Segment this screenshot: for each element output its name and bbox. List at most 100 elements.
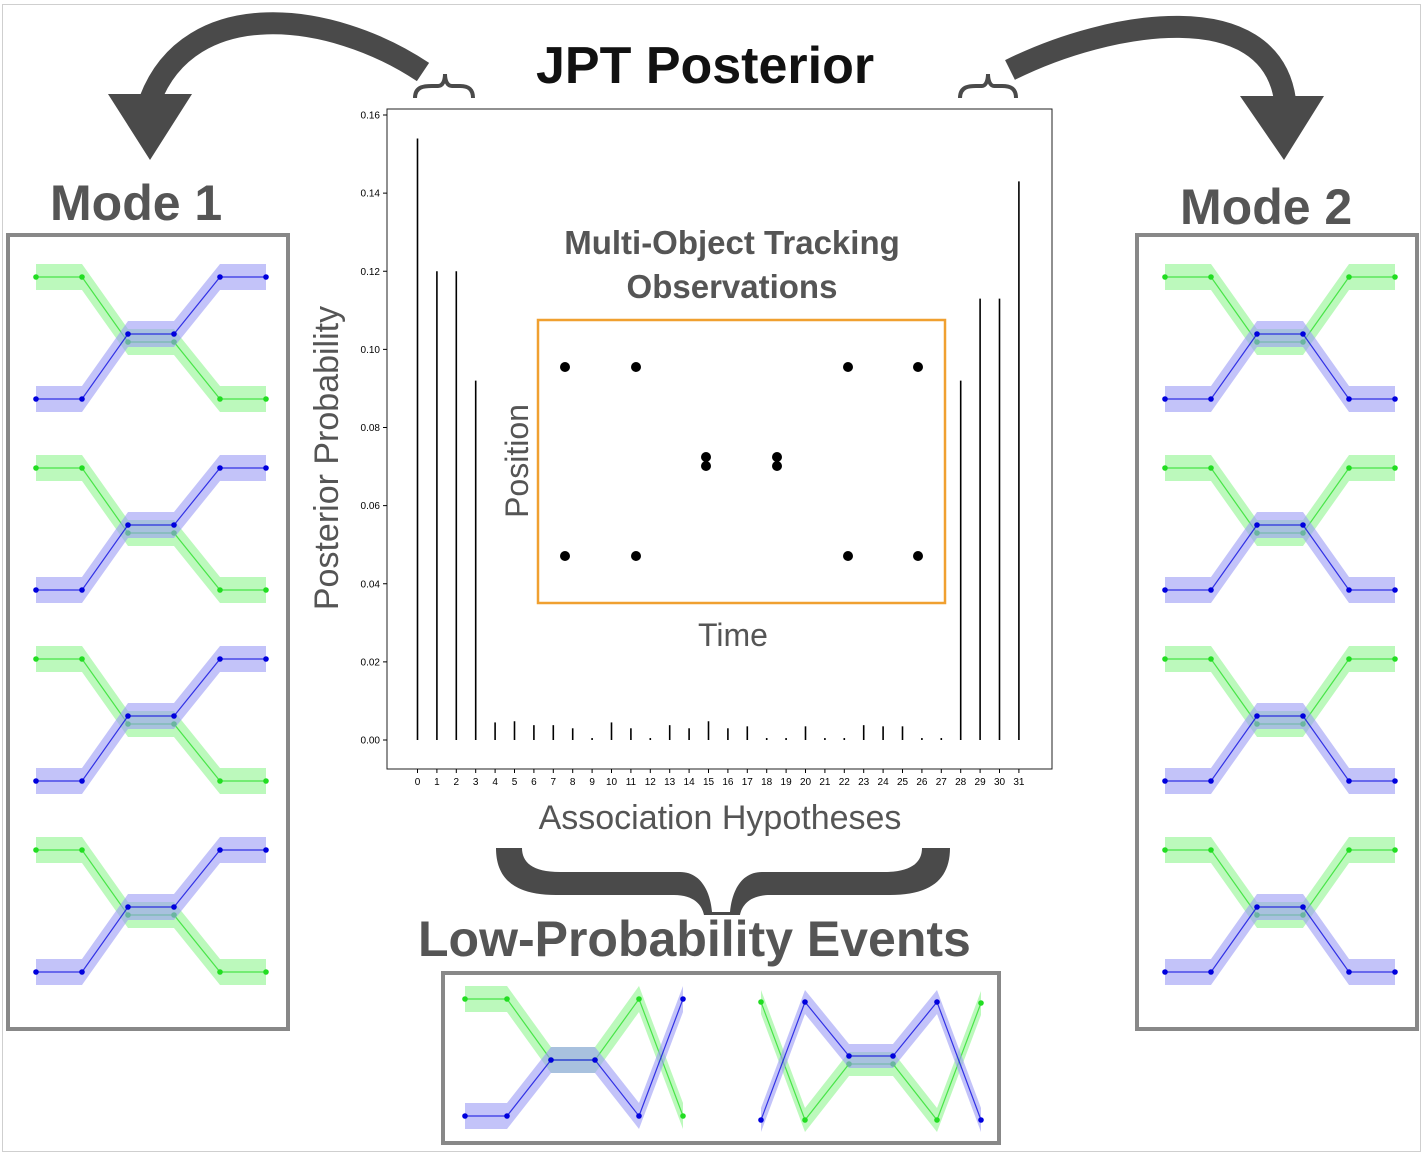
x-tick-label: 24 — [878, 777, 890, 788]
blue-track-point — [33, 778, 39, 784]
mode1-title: Mode 1 — [50, 175, 223, 231]
observation-point — [560, 551, 570, 561]
blue-track-point — [125, 904, 131, 910]
green-track-point — [1208, 465, 1214, 471]
y-tick-label: 0.02 — [361, 657, 381, 668]
observation-point — [913, 551, 923, 561]
green-track-point — [263, 969, 269, 975]
x-tick-label: 2 — [454, 777, 460, 788]
y-tick-label: 0.12 — [361, 267, 381, 278]
blue-track-point — [79, 969, 85, 975]
blue-track — [462, 986, 686, 1129]
green-track-point — [978, 1000, 984, 1006]
blue-track-line — [465, 998, 684, 1118]
blue-track-band — [36, 646, 266, 794]
observation-point — [631, 551, 641, 561]
posterior-chart: 0 1 2 3 4 5 6 7 8 9 10 11 12 13 14 15 16 17 18 19 20 21 22 23 24… — [308, 108, 1053, 837]
blue-track — [1162, 512, 1398, 603]
y-tick-label: 0.00 — [361, 736, 381, 747]
blue-track-band — [36, 264, 266, 412]
observation-point — [843, 362, 853, 372]
plot-area-frame — [386, 108, 1053, 770]
x-tick-label: 6 — [531, 777, 537, 788]
blue-track-line — [1165, 524, 1395, 591]
blue-track-band — [1165, 512, 1395, 603]
inset-title-line1: Multi-Object Tracking — [564, 224, 900, 261]
green-track-point — [33, 847, 39, 853]
blue-track-point — [1346, 587, 1352, 593]
inset-y-label: Position — [499, 404, 535, 518]
blue-track-point — [1300, 331, 1306, 337]
y-ticks-group: 0.00 0.02 0.04 0.06 0.08 0.10 0.12 0.14 0.16 — [361, 111, 387, 747]
green-track-point — [680, 1113, 686, 1119]
x-tick-label: 25 — [897, 777, 909, 788]
blue-track-band — [36, 455, 266, 603]
blue-track-point — [1254, 522, 1260, 528]
blue-track-point — [1346, 778, 1352, 784]
blue-track-point — [171, 713, 177, 719]
blue-track — [1162, 321, 1398, 412]
y-tick-label: 0.08 — [361, 423, 381, 434]
blue-track — [1162, 703, 1398, 794]
blue-track-point — [1162, 396, 1168, 402]
blue-track-point — [263, 656, 269, 662]
green-track-point — [1392, 274, 1398, 280]
right-curved-arrow — [1005, 15, 1296, 103]
blue-track-point — [263, 465, 269, 471]
blue-track-point — [1254, 713, 1260, 719]
blue-track-point — [890, 1053, 896, 1059]
x-ticks-group: 0 1 2 3 4 5 6 7 8 9 10 11 12 13 14 15 16 17 18 19 20 21 22 23 24… — [415, 769, 1025, 788]
x-tick-label: 10 — [606, 777, 618, 788]
green-track-point — [217, 778, 223, 784]
blue-track-point — [33, 587, 39, 593]
blue-track-point — [125, 713, 131, 719]
green-track-point — [217, 587, 223, 593]
blue-track-point — [217, 465, 223, 471]
green-track-band — [1165, 264, 1395, 355]
green-track-point — [217, 396, 223, 402]
green-track-point — [1392, 656, 1398, 662]
blue-track-line — [36, 467, 266, 591]
bars-group — [416, 138, 1020, 740]
x-tick-label: 28 — [955, 777, 967, 788]
x-tick-label: 21 — [819, 777, 831, 788]
green-track-point — [263, 778, 269, 784]
blue-track-point — [1162, 778, 1168, 784]
observation-point — [631, 362, 641, 372]
green-track-point — [79, 274, 85, 280]
observation-point — [772, 461, 782, 471]
blue-track-point — [680, 996, 686, 1002]
green-track-point — [79, 656, 85, 662]
observation-point — [701, 452, 711, 462]
x-axis-label: Association Hypotheses — [539, 799, 902, 837]
mode1-panel — [6, 233, 290, 1031]
green-track-point — [217, 969, 223, 975]
y-axis-label: Posterior Probability — [308, 306, 346, 610]
x-tick-label: 1 — [434, 777, 440, 788]
blue-track-point — [217, 656, 223, 662]
blue-track-point — [1346, 396, 1352, 402]
main-title: JPT Posterior — [536, 37, 875, 95]
blue-track-point — [1346, 969, 1352, 975]
low-probability-tracks — [462, 986, 984, 1132]
observation-point — [772, 452, 782, 462]
y-tick-label: 0.04 — [361, 579, 381, 590]
green-track-point — [462, 996, 468, 1002]
blue-track — [758, 990, 984, 1132]
blue-track-point — [934, 999, 940, 1005]
blue-track-point — [592, 1057, 598, 1063]
green-track-band — [1165, 455, 1395, 546]
blue-track-point — [1254, 904, 1260, 910]
blue-track-line — [36, 276, 266, 400]
blue-track-point — [79, 396, 85, 402]
green-track-point — [802, 1117, 808, 1123]
blue-track-point — [1392, 587, 1398, 593]
green-track-point — [1392, 465, 1398, 471]
x-tick-label: 17 — [742, 777, 754, 788]
low-probability-panel — [441, 971, 1001, 1145]
blue-track-point — [1300, 713, 1306, 719]
green-track-point — [1208, 847, 1214, 853]
blue-track-point — [1392, 778, 1398, 784]
blue-track-point — [217, 274, 223, 280]
blue-track-point — [1162, 587, 1168, 593]
